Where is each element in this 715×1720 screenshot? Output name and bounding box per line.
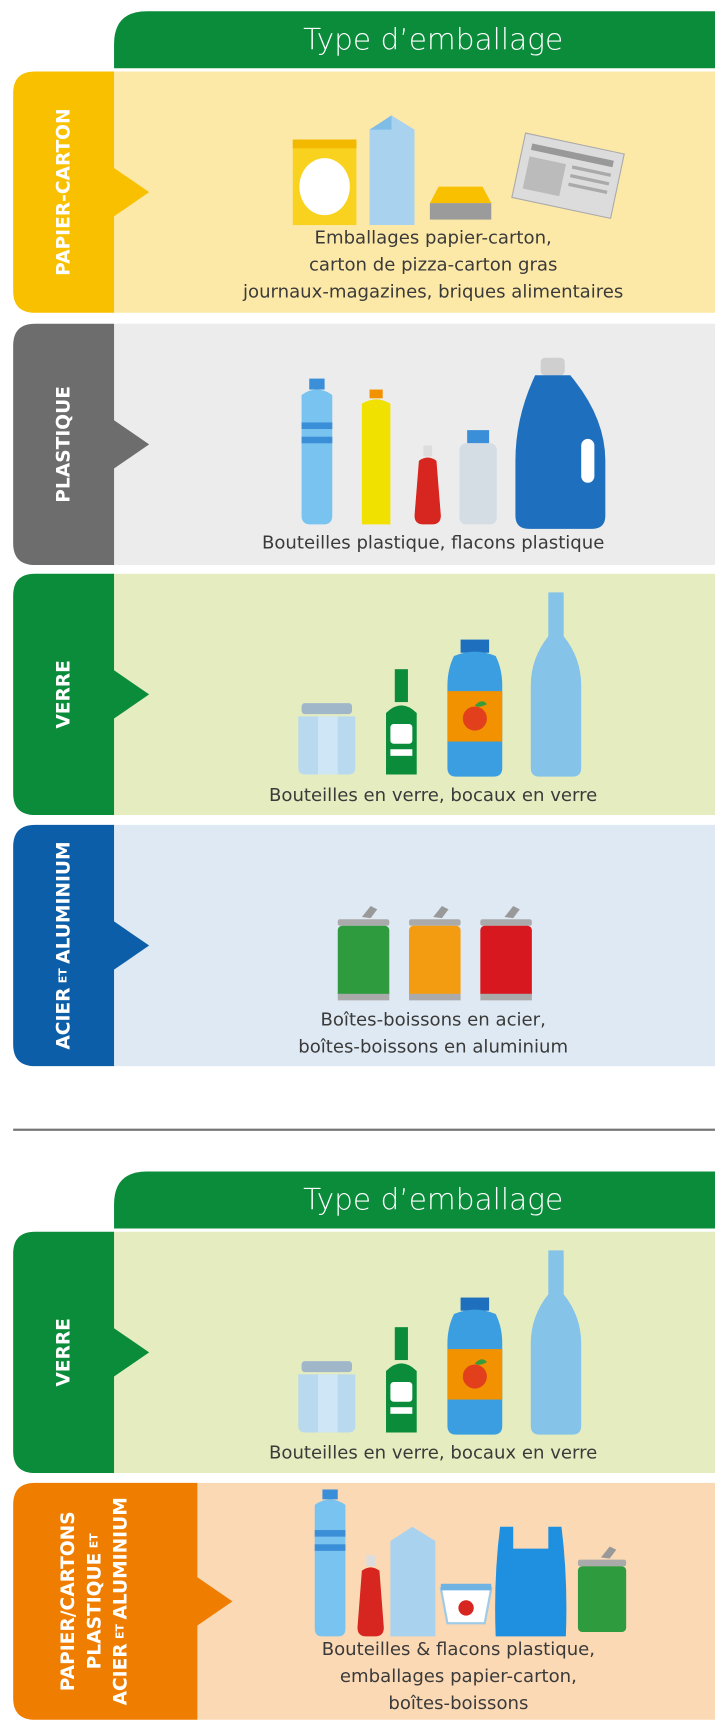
header-title: Type d’emballage [303, 1183, 563, 1217]
label-part: PAPIER-CARTON [53, 108, 74, 275]
row-label: PLASTIQUE [53, 386, 74, 503]
label-part: ALUMINIUM [53, 841, 74, 963]
row-caption: Bouteilles en verre, bocaux en verre [269, 785, 597, 806]
infographic: Type d’emballage PAPIER-CARTON Emballages … [0, 0, 715, 1720]
row-caption: carton de pizza-carton gras [309, 255, 557, 276]
row-caption: boîtes-boissons en aluminium [298, 1036, 568, 1057]
label-part: PLASTIQUE [53, 386, 74, 503]
row-label: VERRE [53, 1318, 74, 1387]
label-part: VERRE [53, 660, 74, 729]
row-label: PLASTIQUE ET [84, 1533, 105, 1670]
row-caption: boîtes-boissons [388, 1693, 528, 1714]
label-part: ET [87, 1533, 100, 1548]
page: {"sections":[ {"header":"Type d’emballag… [0, 0, 715, 1720]
label-part: ET [114, 1623, 127, 1638]
label-part: VERRE [53, 1318, 74, 1387]
label-part: PLASTIQUE [84, 1553, 105, 1670]
can-icons [338, 906, 532, 1000]
row-caption: journaux-magazines, briques alimentaires [242, 281, 623, 302]
label-part: PAPIER/CARTONS [57, 1511, 78, 1691]
row-label: PAPIER/CARTONS [57, 1511, 78, 1691]
row-background [114, 324, 715, 565]
row-label: PAPIER-CARTON [53, 108, 74, 275]
row-label: ACIER ET ALUMINIUM [110, 1497, 131, 1705]
row-label: VERRE [53, 660, 74, 729]
row-caption: Emballages papier-carton, [315, 228, 552, 249]
row-caption: Bouteilles plastique, flacons plastique [262, 533, 604, 554]
row-caption: Bouteilles en verre, bocaux en verre [269, 1443, 597, 1464]
row-caption: Bouteilles & flacons plastique, [322, 1639, 595, 1660]
label-part: ET [57, 968, 70, 983]
label-part: ACIER [110, 1643, 131, 1705]
row-label: ACIER ET ALUMINIUM [53, 841, 74, 1049]
row-background [114, 574, 715, 815]
label-part: ACIER [53, 988, 74, 1050]
label-part: ALUMINIUM [110, 1497, 131, 1619]
row-background [114, 1232, 715, 1473]
row-caption: emballages papier-carton, [340, 1666, 577, 1687]
header-title: Type d’emballage [303, 22, 563, 56]
row-caption: Boîtes-boissons en acier, [320, 1010, 545, 1031]
